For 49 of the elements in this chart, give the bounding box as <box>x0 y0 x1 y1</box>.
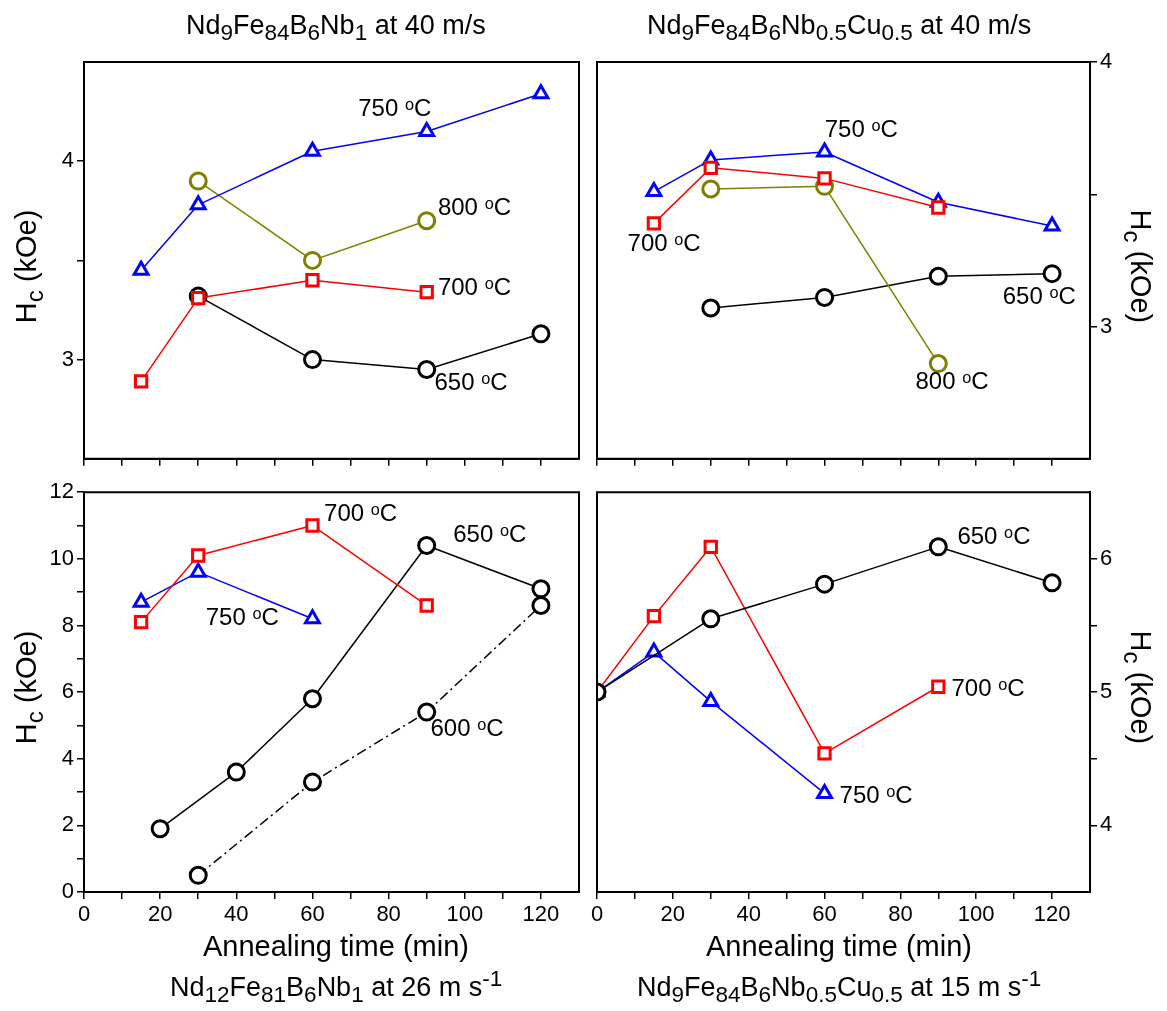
x-tick-label: 0 <box>77 901 91 927</box>
y-tick-label: 3 <box>61 345 74 371</box>
x-tick-label: 0 <box>590 901 604 927</box>
x-tick-label: 120 <box>522 901 560 927</box>
y-tick-label: 4 <box>61 744 74 770</box>
y2-tick-label: 3 <box>1100 312 1113 338</box>
x-tick-label: 80 <box>888 901 913 927</box>
x-tick-label: 100 <box>446 901 484 927</box>
x-tick-label: 80 <box>376 901 401 927</box>
chart-title: Nd$_{9}$Fe$_{84}$B$_{6}$Nb$_{1}$ at 40 m/s <box>186 10 486 46</box>
annotation: 650 ᵒC <box>453 519 527 547</box>
annotation: 700 ᵒC <box>627 229 701 257</box>
y-tick-label: 4 <box>61 147 74 173</box>
x-tick-label: 60 <box>812 901 837 927</box>
y-tick-label: 10 <box>49 544 74 570</box>
annotation: 750 ᵒC <box>358 94 432 122</box>
x-axis-title: Annealing time (min) <box>706 929 972 963</box>
x-tick-label: 100 <box>957 901 995 927</box>
y2-tick-label: 4 <box>1100 811 1113 837</box>
annotation: 700 ᵒC <box>324 499 398 527</box>
annotation: 700 ᵒC <box>437 272 512 300</box>
x-axis-title: Annealing time (min) <box>203 929 469 963</box>
chart-title: Nd$_{9}$Fe$_{84}$B$_{6}$Nb$_{0.5}$Cu$_{0.5}$ at 15 m s$^{-1}$ <box>637 966 1042 1008</box>
annotation: 800 ᵒC <box>437 193 512 221</box>
annotation: 650 ᵒC <box>434 368 508 396</box>
x-tick-label: 40 <box>224 901 249 927</box>
annotation: 750 ᵒC <box>205 602 279 630</box>
annotation: 600 ᵒC <box>430 713 504 741</box>
y-tick-label: 2 <box>61 811 74 837</box>
y-tick-label: 12 <box>49 478 74 504</box>
y-tick-label: 8 <box>61 611 74 637</box>
annotation: 700 ᵒC <box>951 673 1025 701</box>
annotation: 750 ᵒC <box>824 115 898 143</box>
y2-tick-label: 5 <box>1100 678 1113 704</box>
y-tick-label: 6 <box>61 678 74 704</box>
y2-tick-label: 4 <box>1100 48 1113 74</box>
x-tick-label: 20 <box>660 901 686 927</box>
annotation: 650 ᵒC <box>1002 281 1076 309</box>
y2-tick-label: 6 <box>1100 544 1113 570</box>
x-tick-label: 60 <box>300 901 325 927</box>
annotation: 800 ᵒC <box>915 366 989 394</box>
x-tick-label: 20 <box>147 901 173 927</box>
chart-title: Nd$_{9}$Fe$_{84}$B$_{6}$Nb$_{0.5}$Cu$_{0.5}$ at 40 m/s <box>647 10 1032 46</box>
x-tick-label: 120 <box>1033 901 1071 927</box>
x-tick-label: 40 <box>736 901 761 927</box>
chart-title: Nd$_{12}$Fe$_{81}$B$_{6}$Nb$_{1}$ at 26 m s$^{-1}$ <box>170 966 503 1008</box>
annotation: 750 ᵒC <box>839 780 913 808</box>
annotation: 650 ᵒC <box>957 522 1031 549</box>
y-tick-label: 0 <box>61 878 74 904</box>
